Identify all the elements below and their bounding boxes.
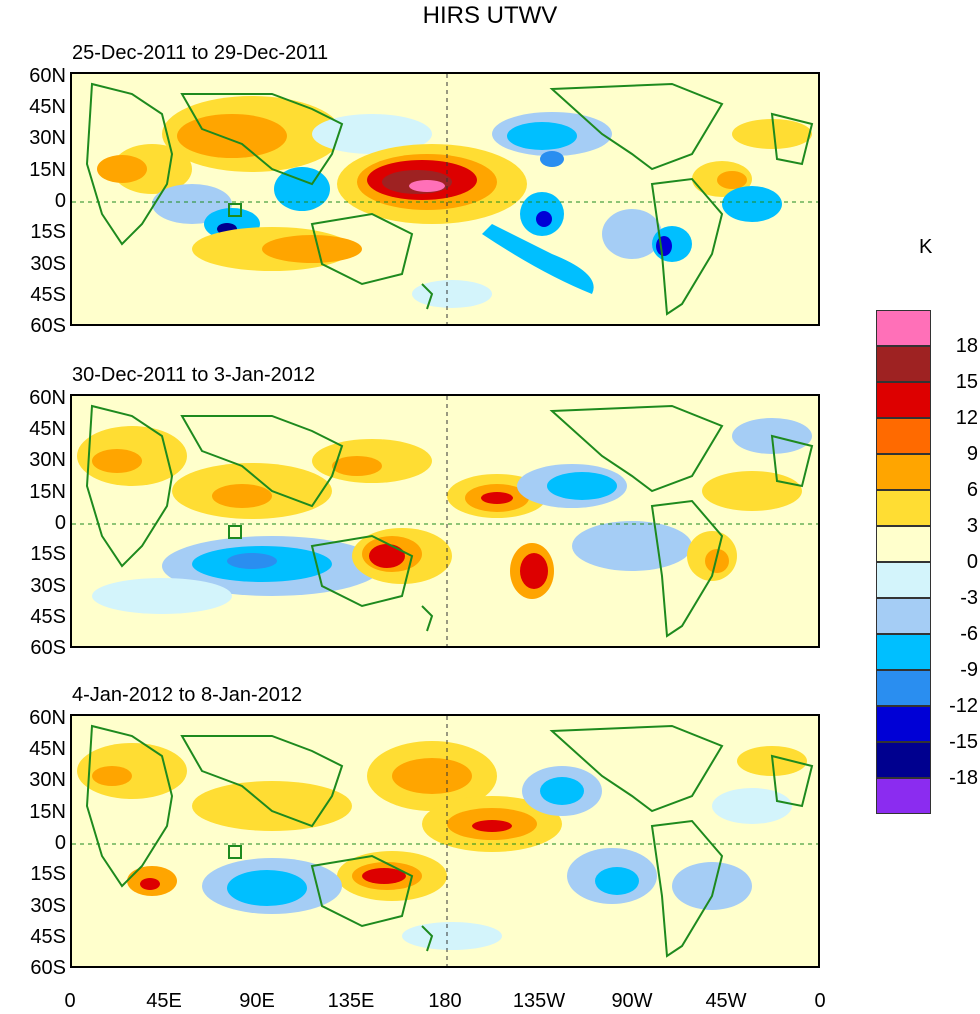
- lat-label: 0: [54, 512, 66, 534]
- colorbar-box: [876, 382, 931, 418]
- lat-label: 45S: [30, 926, 66, 948]
- colorbar-box: [876, 310, 931, 346]
- colorbar-box: [876, 634, 931, 670]
- lat-label: 15N: [29, 481, 66, 503]
- colorbar-unit: K: [919, 236, 933, 258]
- anomaly-contours: [77, 418, 812, 614]
- colorbar-label: 0: [966, 551, 978, 573]
- map-panel-2-plot: [72, 396, 818, 646]
- colorbar-label: 9: [966, 443, 978, 465]
- lat-label: 60N: [29, 65, 66, 87]
- lat-label: 30S: [30, 253, 66, 275]
- lon-label: 0: [64, 990, 76, 1012]
- lon-label: 180: [428, 990, 462, 1012]
- lat-label: 15S: [30, 221, 66, 243]
- colorbar-box: [876, 598, 931, 634]
- colorbar-label: 12: [955, 407, 978, 429]
- coastlines: [85, 82, 814, 316]
- map-panel-3: [70, 714, 820, 968]
- colorbar-box: [876, 742, 931, 778]
- lat-label: 60S: [30, 957, 66, 979]
- lat-label: 45N: [29, 96, 66, 118]
- colorbar-label: -15: [949, 731, 978, 753]
- colorbar-box: [876, 418, 931, 454]
- map-panel-1-plot: [72, 74, 818, 324]
- lon-label: 135W: [512, 990, 566, 1012]
- lat-label: 45N: [29, 738, 66, 760]
- lat-label: 60N: [29, 707, 66, 729]
- colorbar-label: -6: [960, 623, 978, 645]
- colorbar-label: 6: [966, 479, 978, 501]
- lon-label: 45W: [705, 990, 747, 1012]
- lat-label: 0: [54, 190, 66, 212]
- colorbar-box: [876, 526, 931, 562]
- lat-label: 30S: [30, 895, 66, 917]
- colorbar-box: [876, 778, 931, 814]
- colorbar-label: -9: [960, 659, 978, 681]
- anomaly-contours: [77, 741, 807, 950]
- colorbar-label: -3: [960, 587, 978, 609]
- lat-label: 30N: [29, 127, 66, 149]
- colorbar-box: [876, 454, 931, 490]
- colorbar-box: [876, 562, 931, 598]
- lat-label: 30N: [29, 449, 66, 471]
- lon-label: 45E: [146, 990, 182, 1012]
- lon-label: 0: [814, 990, 826, 1012]
- lon-label: 90W: [611, 990, 653, 1012]
- colorbar-label: 3: [966, 515, 978, 537]
- colorbar-box: [876, 670, 931, 706]
- colorbar-label: 15: [955, 371, 978, 393]
- lat-label: 30S: [30, 575, 66, 597]
- panel-3-title: 4-Jan-2012 to 8-Jan-2012: [72, 684, 303, 706]
- colorbar-label: 18: [955, 335, 978, 357]
- colorbar-box: [876, 346, 931, 382]
- panel-1-title: 25-Dec-2011 to 29-Dec-2011: [72, 42, 329, 64]
- lat-label: 60S: [30, 315, 66, 337]
- map-panel-2: [70, 394, 820, 648]
- lat-label: 45N: [29, 418, 66, 440]
- lon-label: 135E: [327, 990, 375, 1012]
- lat-label: 15N: [29, 159, 66, 181]
- colorbar-box: [876, 706, 931, 742]
- colorbar-label: -12: [949, 695, 978, 717]
- map-panel-3-plot: [72, 716, 818, 966]
- lat-label: 30N: [29, 769, 66, 791]
- lat-label: 60N: [29, 387, 66, 409]
- map-panel-1: [70, 72, 820, 326]
- coastlines: [85, 724, 814, 958]
- colorbar-box: [876, 490, 931, 526]
- lat-label: 15S: [30, 543, 66, 565]
- lon-label: 90E: [239, 990, 275, 1012]
- panel-2-title: 30-Dec-2011 to 3-Jan-2012: [72, 364, 316, 386]
- lat-label: 0: [54, 832, 66, 854]
- lat-label: 45S: [30, 284, 66, 306]
- lat-label: 60S: [30, 637, 66, 659]
- lat-label: 15N: [29, 801, 66, 823]
- figure-title: HIRS UTWV: [422, 2, 558, 29]
- lat-label: 15S: [30, 863, 66, 885]
- lat-label: 45S: [30, 606, 66, 628]
- coastlines: [85, 404, 814, 638]
- anomaly-contours: [97, 96, 812, 308]
- colorbar-label: -18: [949, 767, 978, 789]
